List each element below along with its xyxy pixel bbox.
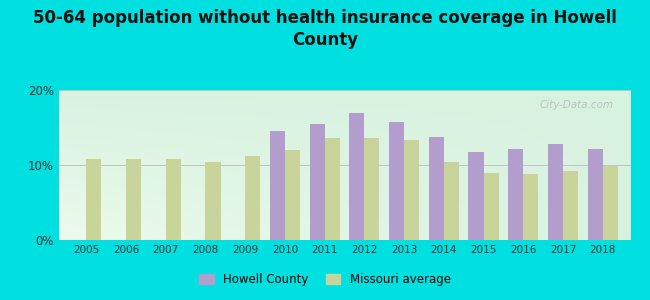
Bar xyxy=(429,136,444,240)
Bar xyxy=(548,144,563,240)
Bar xyxy=(603,166,618,240)
Bar xyxy=(324,138,340,240)
Bar xyxy=(205,162,220,240)
Bar xyxy=(270,131,285,240)
Bar xyxy=(563,171,578,240)
Text: 50-64 population without health insurance coverage in Howell
County: 50-64 population without health insuranc… xyxy=(33,9,617,49)
Bar xyxy=(166,159,181,240)
Bar xyxy=(285,150,300,240)
Bar xyxy=(588,148,603,240)
Bar xyxy=(245,156,260,240)
Bar xyxy=(469,152,484,240)
Bar xyxy=(365,138,380,240)
Bar xyxy=(349,112,365,240)
Bar xyxy=(126,159,141,240)
Bar xyxy=(404,140,419,240)
Bar xyxy=(484,172,499,240)
Bar xyxy=(523,174,538,240)
Text: City-Data.com: City-Data.com xyxy=(540,100,614,110)
Bar xyxy=(86,159,101,240)
Bar xyxy=(309,124,324,240)
Legend: Howell County, Missouri average: Howell County, Missouri average xyxy=(194,269,456,291)
Bar xyxy=(508,148,523,240)
Bar xyxy=(444,162,459,240)
Bar xyxy=(389,122,404,240)
